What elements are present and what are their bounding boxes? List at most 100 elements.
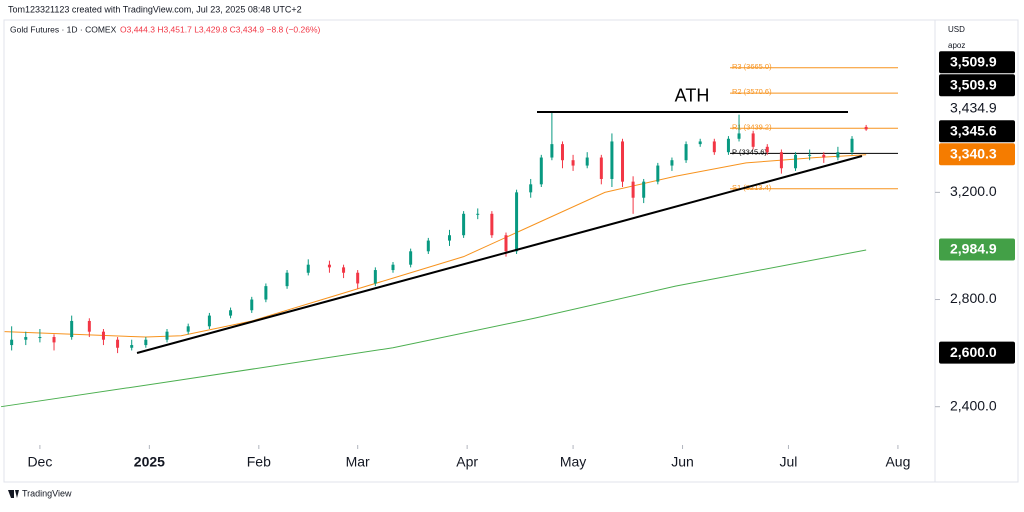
pivot-label: R3 (3665.0) [732,62,772,71]
pivot-label: R1 (3439.2) [732,122,772,131]
candle-body [186,326,190,332]
candle-body [490,213,494,236]
candle-body [70,320,74,338]
logo [8,490,19,498]
candle-body [462,213,466,236]
candle-body [229,310,233,316]
candle-body [144,339,148,346]
candle-body [599,157,603,179]
candle-body [751,133,755,147]
price-label: 3,345.6 [950,122,997,138]
candle-body [779,152,783,169]
candle-body [165,331,169,340]
candle-body [10,339,14,346]
x-tick-label: 2025 [134,454,165,470]
credit: Tom123321123 created with TradingView.co… [8,4,302,14]
candle-body [836,152,840,158]
candle-body [409,251,413,265]
candle-body [808,154,812,156]
candle-body [712,141,716,153]
candle-body [539,157,543,185]
price-label: 2,600.0 [950,344,997,360]
pivot-label: R2 (3570.6) [732,87,772,96]
trend-line [136,155,863,354]
candle-body [356,272,360,284]
candle-body [101,331,105,340]
candle-body [560,144,564,161]
price-label: 3,340.3 [950,145,997,161]
candle-body [656,165,660,182]
unit: apoz [948,41,965,50]
price-label: 3,509.9 [950,53,997,69]
frame [3,19,1019,483]
y-tick-label: 2,400.0 [950,397,997,413]
candle-body [24,337,28,340]
candle-body [610,141,614,179]
moving-average [0,249,867,408]
pivot-label: P (3345.6) [732,147,767,156]
price-label-box [939,341,1015,364]
candle-body [642,181,646,198]
candle-body [850,138,854,153]
candle-body [737,133,741,139]
footer: TradingView [22,488,72,498]
candle-body [447,235,451,241]
x-tick-label: Mar [346,454,370,470]
candle-body [698,141,702,145]
candle-body [504,235,508,252]
candle-body [285,272,289,287]
candle-body [621,141,625,182]
candle-body [476,213,480,215]
candle-body [391,264,395,271]
candle-body [515,192,519,252]
pivot-label: S1 (3213.4) [732,183,772,192]
candle-body [794,154,798,169]
price-label: 2,984.9 [950,241,997,257]
candle-body [426,240,430,252]
price-label-box [939,143,1015,166]
x-tick-label: Dec [27,454,52,470]
moving-average [4,154,867,338]
candle-body [327,264,331,268]
price-label: 3,434.9 [950,99,997,115]
candle-body [373,270,377,284]
candle-body [529,184,533,193]
candle-body [864,126,868,130]
price-label-box [939,74,1015,97]
price-label-box [939,51,1015,74]
currency: USD [948,25,965,34]
price-label-box [939,238,1015,261]
candle-body [571,160,575,166]
candle-body [765,146,769,153]
legend: Gold Futures · 1D · COMEX [10,24,117,34]
candle-body [87,320,91,332]
x-tick-label: Feb [247,454,271,470]
ath-label: ATH [675,86,710,106]
x-tick-label: Aug [885,454,910,470]
candle-body [822,154,826,158]
x-tick-label: Apr [456,454,478,470]
candle-body [207,315,211,327]
candle-body [130,345,134,348]
candle-body [550,144,554,158]
y-tick-label: 3,200.0 [950,183,997,199]
price-label: 3,509.9 [950,76,997,92]
candle-body [342,267,346,273]
candle-body [250,299,254,311]
y-tick-label: 2,800.0 [950,290,997,306]
x-tick-label: May [560,454,586,470]
candle-body [585,157,589,166]
candle-body [264,286,268,300]
ohlc: O3,444.3 H3,451.7 L3,429.8 C3,434.9 −8.8… [120,24,321,34]
candle-body [116,339,120,348]
price-label-box [939,120,1015,143]
candle-body [306,264,310,273]
price-label-box [939,97,1015,120]
candle-body [684,144,688,161]
candle-body [38,337,42,339]
x-tick-label: Jul [780,454,798,470]
candle-body [52,337,56,343]
candle-body [726,138,730,153]
